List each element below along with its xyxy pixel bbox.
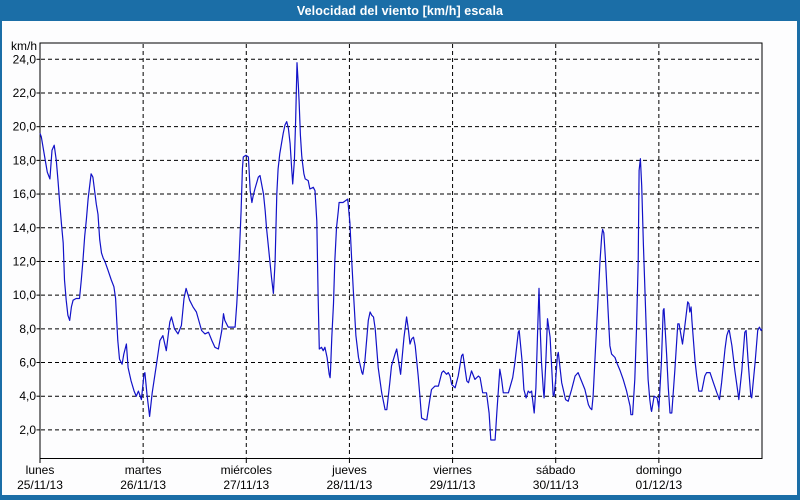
y-tick-label: 2,0 (19, 423, 36, 437)
y-tick-label: 16,0 (13, 187, 37, 201)
x-tick-label-date: 29/11/13 (430, 478, 476, 492)
x-tick-label-day: domingo (636, 463, 682, 477)
x-tick-label-date: 25/11/13 (17, 478, 63, 492)
y-tick-label: 12,0 (13, 254, 37, 268)
y-tick-label: 20,0 (13, 120, 37, 134)
x-tick-label-date: 28/11/13 (327, 478, 373, 492)
x-tick-label-day: miércoles (221, 463, 272, 477)
x-tick-label-day: sábado (536, 463, 576, 477)
x-tick-label-date: 27/11/13 (223, 478, 269, 492)
x-tick-label-day: martes (125, 463, 162, 477)
y-axis-unit-label: km/h (11, 39, 37, 53)
x-tick-label-day: lunes (26, 463, 55, 477)
wind-speed-line (39, 62, 763, 441)
y-tick-label: 8,0 (19, 322, 36, 336)
window-title: Velocidad del viento [km/h] escala (296, 3, 504, 18)
y-tick-label: 10,0 (13, 288, 37, 302)
y-tick-label: 6,0 (19, 356, 36, 370)
window-title-bar: Velocidad del viento [km/h] escala (0, 0, 800, 21)
x-tick-label-date: 01/12/13 (635, 478, 682, 492)
x-tick-label-date: 26/11/13 (120, 478, 166, 492)
y-tick-label: 4,0 (19, 389, 36, 403)
y-tick-label: 14,0 (13, 221, 37, 235)
y-tick-label: 22,0 (13, 86, 37, 100)
y-tick-label: 24,0 (13, 52, 37, 66)
y-tick-label: 18,0 (13, 153, 37, 167)
plot-area (39, 42, 763, 459)
x-tick-label-date: 30/11/13 (533, 478, 579, 492)
x-tick-label-day: jueves (331, 463, 367, 477)
x-tick-label-day: viernes (433, 463, 472, 477)
